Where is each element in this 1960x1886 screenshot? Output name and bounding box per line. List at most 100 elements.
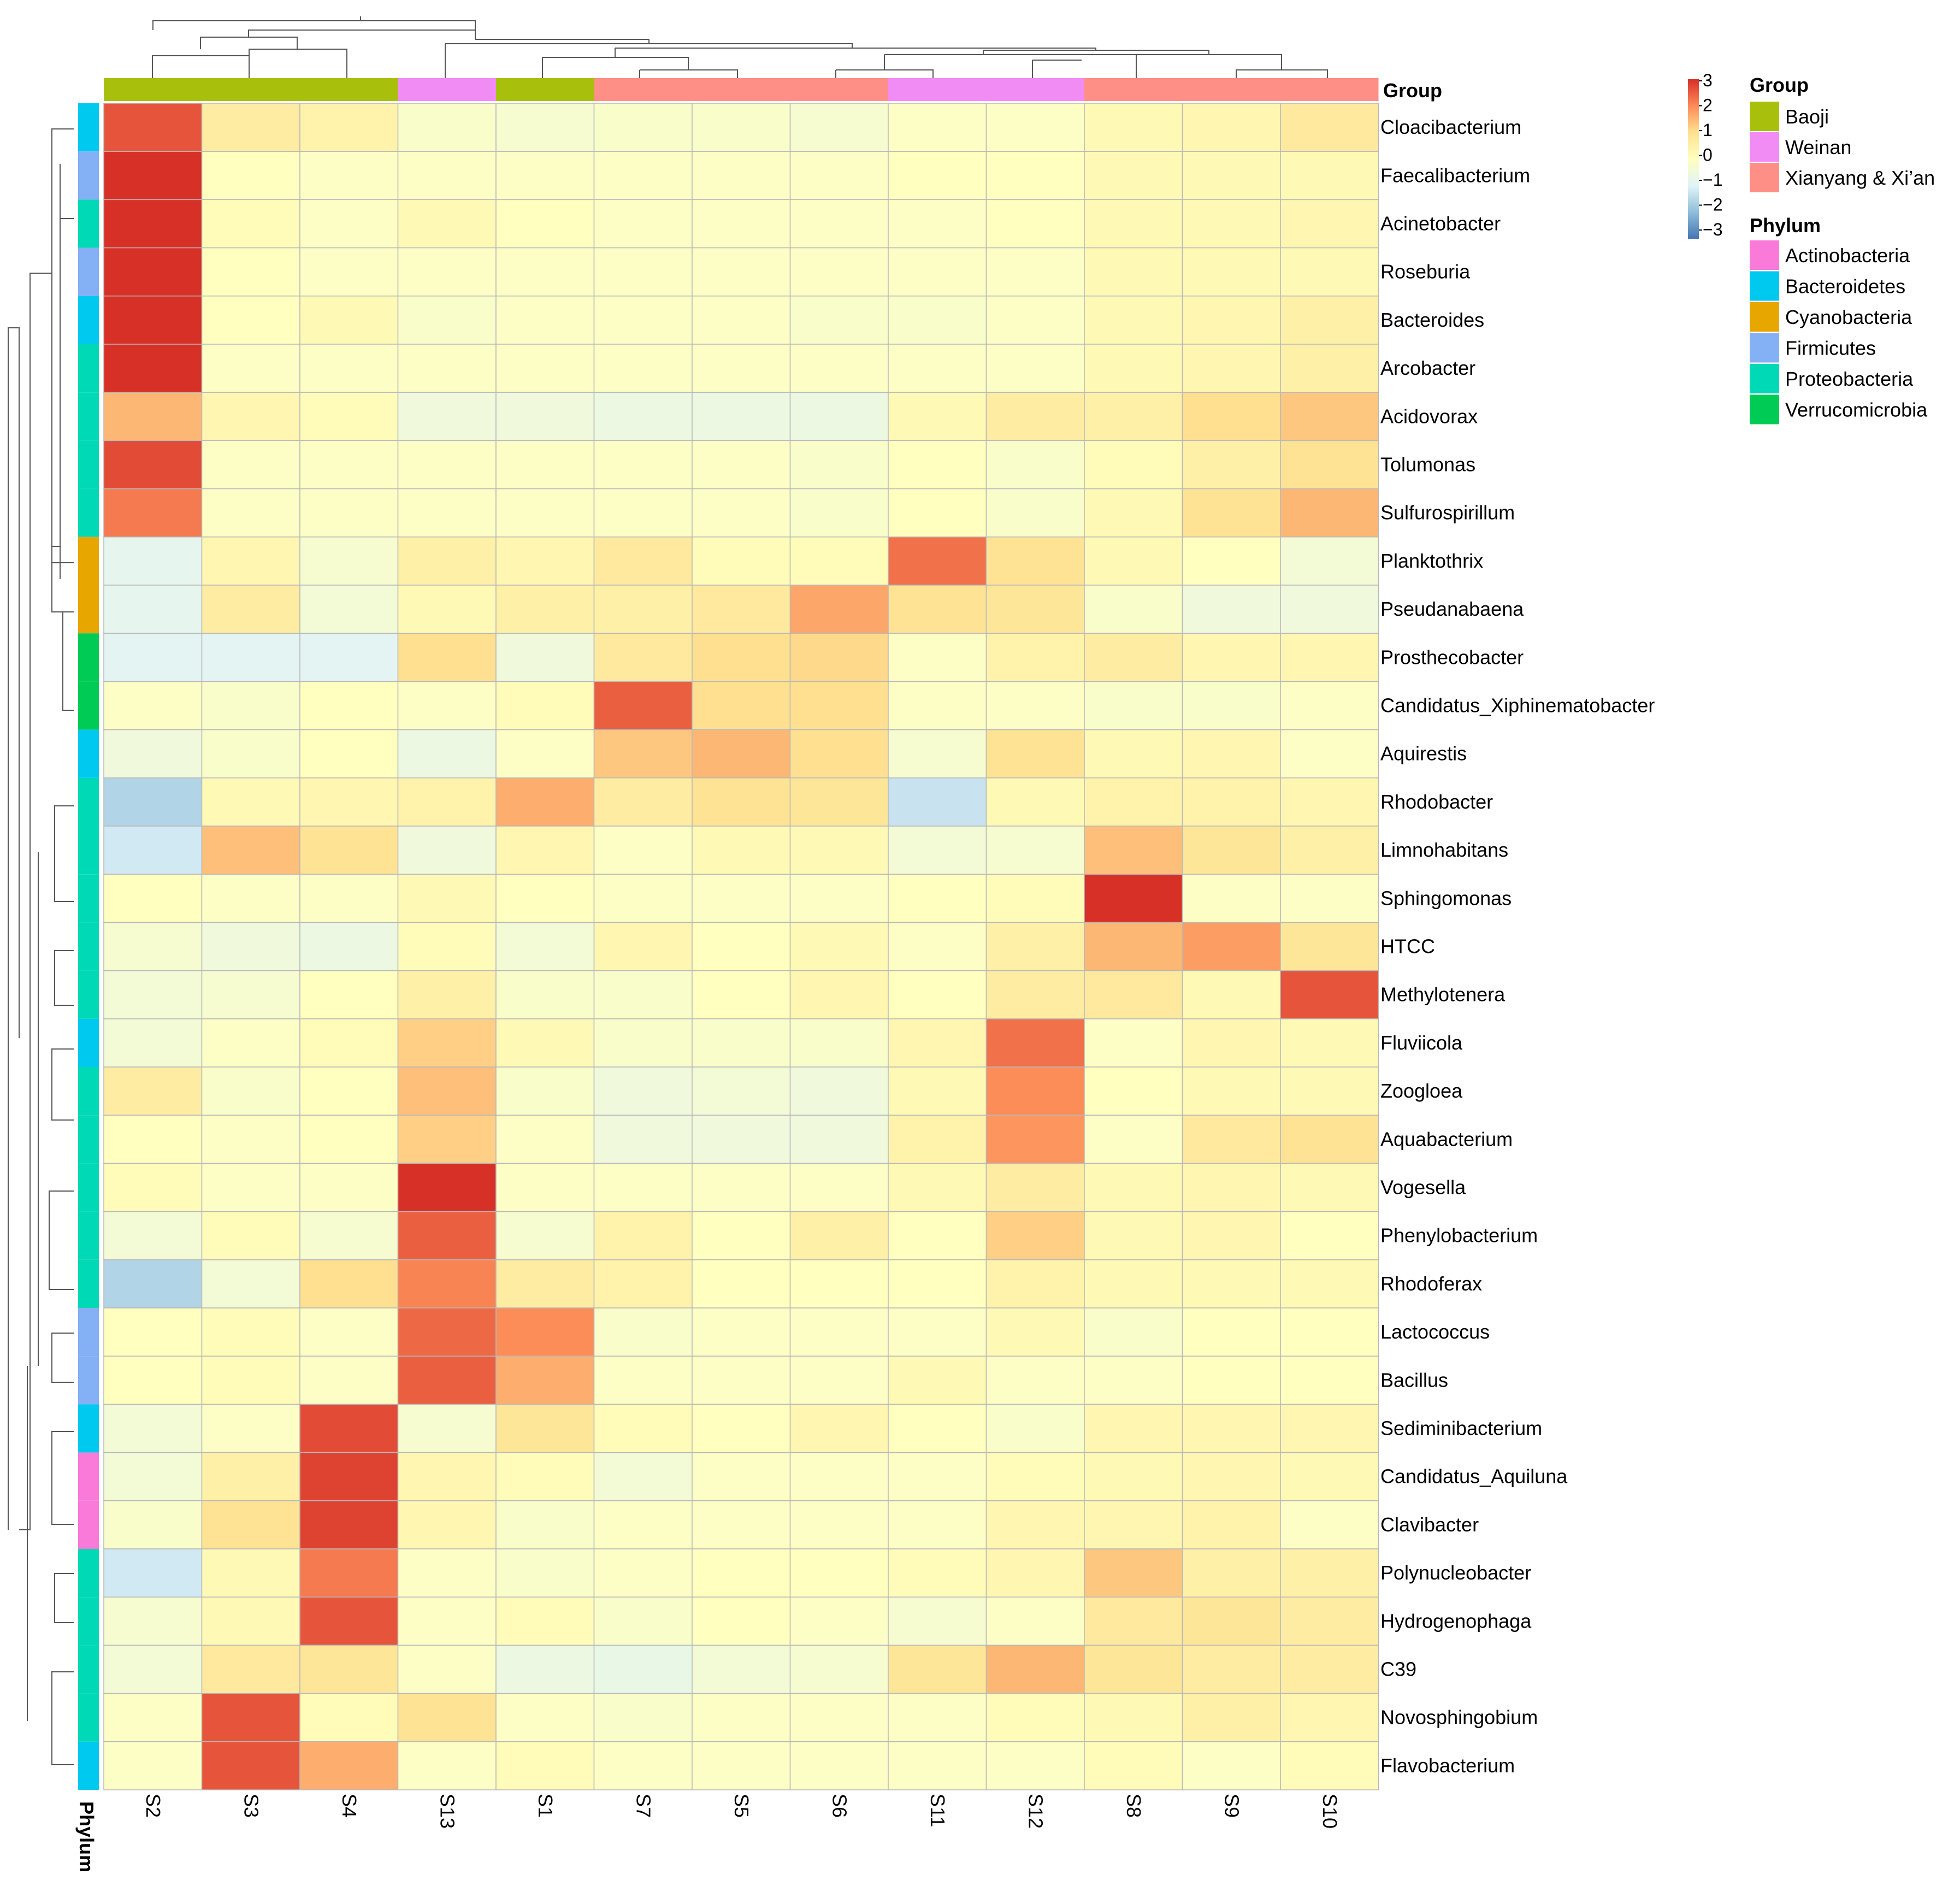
heatmap-cell-pseudanabaena-s9 <box>1182 585 1281 634</box>
heatmap-cell-flavobacterium-s3 <box>201 1741 300 1790</box>
heatmap-cell-fluviicola-s1 <box>495 1018 595 1068</box>
heatmap-cell-sediminibacterium-s8 <box>1084 1404 1183 1453</box>
heatmap-cell-planktothrix-s9 <box>1182 537 1281 586</box>
heatmap-cell-c39-s13 <box>397 1645 497 1694</box>
heatmap-cell-candidatus_xiphinematobacter-s7 <box>593 681 693 730</box>
heatmap-cell-pseudanabaena-s6 <box>789 585 889 634</box>
heatmap-cell-roseburia-s10 <box>1280 247 1379 297</box>
heatmap-cell-c39-s1 <box>495 1645 595 1694</box>
heatmap-cell-fluviicola-s2 <box>103 1018 203 1068</box>
heatmap-cell-planktothrix-s2 <box>103 537 203 586</box>
heatmap-cell-limnohabitans-s10 <box>1280 826 1379 875</box>
heatmap-cell-zoogloea-s1 <box>495 1066 595 1116</box>
heatmap-cell-bacillus-s5 <box>692 1355 791 1405</box>
column-label-s11: S11 <box>926 1794 949 1827</box>
heatmap-cell-phenylobacterium-s8 <box>1084 1211 1183 1260</box>
heatmap-cell-acinetobacter-s7 <box>593 199 693 249</box>
heatmap-cell-c39-s11 <box>888 1645 987 1694</box>
heatmap-cell-phenylobacterium-s1 <box>495 1211 595 1260</box>
heatmap-cell-sulfurospirillum-s8 <box>1084 488 1183 538</box>
group-annotation-s12 <box>986 78 1084 101</box>
heatmap-cell-flavobacterium-s2 <box>103 1741 203 1790</box>
heatmap-cell-novosphingobium-s10 <box>1280 1693 1379 1742</box>
heatmap-cell-fluviicola-s10 <box>1280 1018 1379 1068</box>
heatmap-cell-rhodoferax-s3 <box>201 1259 300 1309</box>
heatmap-cell-zoogloea-s6 <box>789 1066 889 1116</box>
heatmap-cell-rhodoferax-s9 <box>1182 1259 1281 1309</box>
heatmap-cell-arcobacter-s1 <box>495 344 595 393</box>
heatmap-cell-sediminibacterium-s12 <box>985 1404 1085 1453</box>
group-annotation-bar <box>104 78 1379 101</box>
color-tick-label: −2 <box>1703 195 1722 215</box>
heatmap-cell-hydrogenophaga-s12 <box>985 1596 1085 1646</box>
column-label-s8: S8 <box>1123 1794 1145 1818</box>
heatmap-cell-acinetobacter-s12 <box>985 199 1085 249</box>
heatmap-cell-c39-s2 <box>103 1645 203 1694</box>
group-annotation-s6 <box>790 78 888 101</box>
heatmap-cell-flavobacterium-s4 <box>299 1741 399 1790</box>
heatmap-cell-acinetobacter-s4 <box>299 199 399 249</box>
column-dendrogram <box>152 16 1328 78</box>
heatmap-cell-bacteroides-s13 <box>397 296 497 345</box>
heatmap-cell-candidatus_xiphinematobacter-s13 <box>397 681 497 730</box>
heatmap-cell-candidatus_xiphinematobacter-s11 <box>888 681 987 730</box>
heatmap-cell-sulfurospirillum-s10 <box>1280 488 1379 538</box>
group-legend-swatch <box>1750 163 1779 192</box>
heatmap-cell-bacillus-s6 <box>789 1355 889 1405</box>
heatmap-cell-arcobacter-s8 <box>1084 344 1183 393</box>
heatmap-cell-acidovorax-s6 <box>789 392 889 441</box>
heatmap-cell-cloacibacterium-s12 <box>985 103 1085 152</box>
heatmap-cell-sphingomonas-s3 <box>201 874 300 923</box>
heatmap-cell-aquirestis-s12 <box>985 729 1085 779</box>
heatmap-cell-roseburia-s13 <box>397 247 497 297</box>
heatmap-cell-fluviicola-s5 <box>692 1018 791 1068</box>
group-legend-swatch <box>1750 132 1779 162</box>
heatmap-cell-vogesella-s10 <box>1280 1163 1379 1212</box>
heatmap-cell-tolumonas-s11 <box>888 440 987 490</box>
row-label-cloacibacterium: Cloacibacterium <box>1380 116 1521 138</box>
heatmap-cell-vogesella-s9 <box>1182 1163 1281 1212</box>
heatmap-cell-candidatus_xiphinematobacter-s10 <box>1280 681 1379 730</box>
heatmap-cell-limnohabitans-s11 <box>888 826 987 875</box>
heatmap-cell-limnohabitans-s3 <box>201 826 300 875</box>
heatmap-cell-aquabacterium-s1 <box>495 1115 595 1164</box>
heatmap-cell-tolumonas-s3 <box>201 440 300 490</box>
heatmap-cell-htcc-s7 <box>593 922 693 971</box>
heatmap-cell-clavibacter-s7 <box>593 1500 693 1549</box>
heatmap-cell-aquirestis-s2 <box>103 729 203 779</box>
heatmap-cell-pseudanabaena-s10 <box>1280 585 1379 634</box>
heatmap-cell-methylotenera-s12 <box>985 970 1085 1019</box>
heatmap-cell-bacteroides-s4 <box>299 296 399 345</box>
heatmap-cell-lactococcus-s12 <box>985 1307 1085 1357</box>
heatmap-cell-roseburia-s2 <box>103 247 203 297</box>
row-label-acinetobacter: Acinetobacter <box>1380 213 1501 235</box>
color-scale-legend: 3 2 1 0 −1 −2 −3 <box>1688 70 1722 239</box>
heatmap-cell-sphingomonas-s6 <box>789 874 889 923</box>
phylum-annotation-sphingomonas <box>78 874 99 923</box>
heatmap-cell-polynucleobacter-s2 <box>103 1548 203 1598</box>
column-label-s5: S5 <box>730 1794 753 1818</box>
heatmap-cell-aquabacterium-s2 <box>103 1115 203 1164</box>
row-dendrogram <box>8 128 74 1765</box>
heatmap-cell-lactococcus-s4 <box>299 1307 399 1357</box>
heatmap-cell-bacillus-s10 <box>1280 1355 1379 1405</box>
phylum-annotation-faecalibacterium <box>78 151 99 200</box>
heatmap-cell-aquabacterium-s12 <box>985 1115 1085 1164</box>
heatmap-cell-planktothrix-s1 <box>495 537 595 586</box>
heatmap-cell-limnohabitans-s7 <box>593 826 693 875</box>
heatmap-cell-limnohabitans-s4 <box>299 826 399 875</box>
heatmap-cell-roseburia-s9 <box>1182 247 1281 297</box>
heatmap-cell-cloacibacterium-s4 <box>299 103 399 152</box>
heatmap-cell-clavibacter-s2 <box>103 1500 203 1549</box>
heatmap-cell-acinetobacter-s11 <box>888 199 987 249</box>
heatmap-cell-planktothrix-s3 <box>201 537 300 586</box>
heatmap-cell-candidatus_aquiluna-s13 <box>397 1452 497 1501</box>
heatmap-cell-htcc-s8 <box>1084 922 1183 971</box>
heatmap-cell-arcobacter-s7 <box>593 344 693 393</box>
heatmap-cell-lactococcus-s7 <box>593 1307 693 1357</box>
color-tick-label: 2 <box>1703 96 1713 115</box>
heatmap-cell-candidatus_aquiluna-s12 <box>985 1452 1085 1501</box>
heatmap-cell-htcc-s11 <box>888 922 987 971</box>
phylum-annotation-cloacibacterium <box>78 103 99 152</box>
heatmap-cell-faecalibacterium-s8 <box>1084 151 1183 201</box>
